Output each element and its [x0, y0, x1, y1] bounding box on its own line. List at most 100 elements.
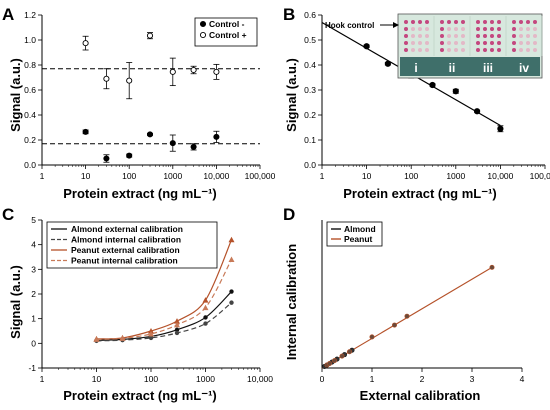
panel-a-control-plus-point — [213, 68, 220, 75]
panel-a-control-plus-point — [169, 68, 176, 75]
panel-b-inset-spot — [411, 20, 415, 24]
panel-c-series-point-4 — [174, 321, 181, 328]
panel-b-inset-spot — [497, 41, 501, 45]
panel-c-series-point-4 — [228, 256, 235, 262]
panel-a-y-tick-label: 0.0 — [24, 160, 36, 170]
panel-d-peanut-point — [391, 322, 397, 328]
panel-c-series-point-4 — [119, 335, 126, 341]
panel-b-y-tick-label: 0.0 — [304, 160, 316, 170]
panel-b-inset-spot — [526, 27, 530, 31]
panel-b-inset-spot — [461, 20, 465, 24]
panel-a-y-tick-label: 1.2 — [24, 10, 36, 20]
panel-b-data-point — [473, 108, 481, 115]
panel-b-inset-spot — [440, 41, 444, 45]
panel-d-x-tick-label: 1 — [370, 374, 375, 384]
panel-b-inset-spot — [497, 48, 501, 52]
panel-a-y-label: Signal (a.u.) — [8, 58, 23, 132]
panel-a-legend-label: Control + — [209, 30, 247, 40]
panel-c-y-tick-label: 2 — [31, 289, 36, 299]
panel-d-peanut-point — [489, 264, 495, 270]
panel-b-inset-spot — [447, 34, 451, 38]
panel-b-inset-spot — [447, 20, 451, 24]
panel-c-series-point-4 — [148, 330, 154, 337]
panel-a-legend-marker — [199, 20, 207, 28]
panel-d-x-tick-label: 3 — [470, 374, 475, 384]
panel-b-inset-spot — [519, 20, 523, 24]
panel-b-inset-spot — [533, 20, 537, 24]
panel-c-series-point-2 — [229, 300, 234, 305]
panel-a-x-tick-label: 10 — [81, 171, 91, 181]
panel-b-inset-photo: i ii iii iv — [397, 13, 543, 79]
panel-d-peanut-point — [339, 353, 345, 359]
panel-c-series-point-2 — [203, 321, 208, 326]
panel-d-legend-label: Almond — [344, 224, 376, 234]
panel-c-x-tick-label: 1 — [40, 374, 45, 384]
panel-b-hook-control-label: Hook control — [325, 21, 374, 30]
panel-b-y-label: Signal (a.u.) — [284, 58, 299, 132]
panel-b-inset-spot — [447, 27, 451, 31]
panel-c-series-point-3 — [148, 328, 154, 334]
panel-b-inset-spot — [425, 27, 429, 31]
panel-b-inset-spot — [497, 20, 501, 24]
panel-d-peanut-point — [326, 361, 332, 367]
panel-c-series-line-2 — [96, 302, 232, 342]
panel-b-y-tick-label: 0.1 — [304, 135, 316, 145]
panel-b-inset-spot — [425, 34, 429, 38]
panel-a-x-tick-label: 1000 — [163, 171, 182, 181]
panel-b-inset-label-i: i — [414, 61, 417, 75]
panel-b-inset-spot — [526, 48, 530, 52]
panel-b-inset-spot — [404, 34, 408, 38]
panel-c-legend-label: Peanut external calibration — [71, 245, 180, 255]
panel-b-inset-spot — [404, 41, 408, 45]
panel-c-legend-label: Almond external calibration — [71, 224, 183, 234]
panel-b-inset-spot — [461, 27, 465, 31]
panel-b-inset-spot — [454, 27, 458, 31]
panel-b-x-tick-label: 10 — [362, 171, 372, 181]
panel-a-control-minus-point — [169, 140, 176, 147]
panel-c-x-tick-label: 10,000 — [247, 374, 273, 384]
panel-b-inset-spot — [512, 27, 516, 31]
panel-a-control-minus-point — [213, 133, 220, 140]
panel-b-inset-spot — [404, 48, 408, 52]
panel-a-legend-label: Control - — [209, 19, 245, 29]
panel-b-inset-spot — [425, 20, 429, 24]
panel-b-inset-spot — [425, 48, 429, 52]
panel-d-legend-box — [326, 221, 383, 247]
panel-b-inset-spot — [512, 48, 516, 52]
panel-c-x-tick-label: 100 — [144, 374, 158, 384]
panel-c-series-line-4 — [96, 259, 233, 340]
panel-c-series-point-4 — [93, 336, 100, 342]
panel-b-inset-spot — [533, 41, 537, 45]
panel-b-inset-label-ii: ii — [449, 61, 456, 75]
panel-a-control-minus-point — [103, 155, 110, 162]
panel-c-series-point-1 — [229, 289, 234, 294]
panel-b-y-tick-label: 0.6 — [304, 10, 316, 20]
panel-b-inset-spot — [533, 48, 537, 52]
panel-c-series-point-2 — [174, 330, 180, 336]
panel-b-inset-label-iv: iv — [519, 61, 529, 75]
panel-b-inset-spot — [454, 20, 458, 24]
panel-c-y-tick-label: 4 — [31, 240, 36, 250]
panel-b-inset-spot — [519, 27, 523, 31]
panel-a-y-tick-label: 0.2 — [24, 135, 36, 145]
panel-b-inset-spot — [418, 20, 422, 24]
panel-c-series-point-1 — [174, 327, 180, 332]
panel-a-y-tick-label: 0.4 — [24, 110, 36, 120]
panel-a-control-plus-point — [103, 75, 110, 82]
panel-b-hook-control-arrow-head — [393, 22, 399, 28]
panel-b-x-tick-label: 1000 — [446, 171, 465, 181]
panel-c-y-label: Signal (a.u.) — [8, 265, 23, 339]
panel-a-legend-marker — [199, 31, 207, 39]
panel-letter-b: B — [283, 5, 295, 24]
panel-b-inset-spot — [512, 20, 516, 24]
panel-b-inset-spot — [519, 34, 523, 38]
panel-b-inset-strip — [400, 57, 540, 76]
panel-b-inset-spot — [404, 20, 408, 24]
panel-b-inset-spot — [447, 48, 451, 52]
panel-d-peanut-point — [404, 313, 410, 319]
panel-b-data-point — [497, 125, 504, 132]
panel-a-control-minus-point — [190, 143, 197, 150]
panel-b-inset-spot — [490, 20, 494, 24]
panel-b-inset-spot — [526, 41, 530, 45]
